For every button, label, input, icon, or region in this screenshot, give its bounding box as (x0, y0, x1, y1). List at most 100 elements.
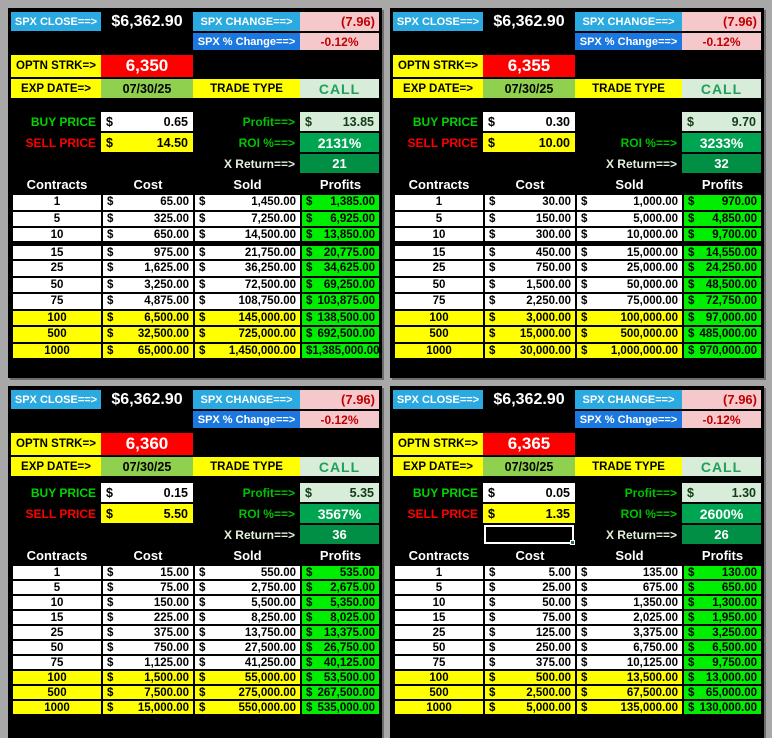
sell-price-input[interactable]: $10.00 (483, 133, 575, 152)
buy-price-input[interactable]: $0.65 (101, 112, 193, 131)
sold-cell[interactable]: $13,750.00 (193, 624, 302, 641)
profits-cell[interactable]: $8,025.00 (300, 609, 381, 626)
sold-cell[interactable]: $275,000.00 (193, 684, 302, 701)
trade-type-value[interactable]: CALL (300, 79, 379, 98)
sell-price-input[interactable]: $1.35 (483, 504, 575, 523)
exp-date-value[interactable]: 07/30/25 (101, 79, 193, 98)
sold-cell[interactable]: $550,000.00 (193, 699, 302, 716)
sold-cell[interactable]: $8,250.00 (193, 609, 302, 626)
sold-cell[interactable]: $1,000,000.00 (575, 341, 684, 360)
spx-close-value[interactable]: $6,362.90 (493, 390, 565, 408)
profits-cell[interactable]: $13,000.00 (682, 669, 763, 686)
sold-cell[interactable]: $145,000.00 (193, 308, 302, 327)
trade-type-value[interactable]: CALL (300, 457, 379, 476)
profit-value[interactable]: $13.85 (300, 112, 379, 131)
profits-cell[interactable]: $130.00 (682, 564, 763, 581)
sold-cell[interactable]: $15,000.00 (575, 242, 684, 261)
fill-handle[interactable] (570, 540, 575, 545)
cost-cell[interactable]: $650.00 (101, 226, 195, 246)
spx-close-value[interactable]: $6,362.90 (111, 390, 183, 408)
cost-cell[interactable]: $4,875.00 (101, 292, 195, 311)
contracts-cell[interactable]: 1000 (393, 699, 485, 716)
contracts-cell[interactable]: 15 (11, 609, 103, 626)
trade-type-value[interactable]: CALL (682, 457, 761, 476)
cost-cell[interactable]: $2,500.00 (483, 684, 577, 701)
profits-cell[interactable]: $26,750.00 (300, 639, 381, 656)
profits-cell[interactable]: $4,850.00 (682, 209, 763, 228)
spx-pct-change-value[interactable]: -0.12% (682, 33, 761, 50)
contracts-cell[interactable]: 25 (393, 624, 485, 641)
sold-cell[interactable]: $3,375.00 (575, 624, 684, 641)
profits-cell[interactable]: $2,675.00 (300, 579, 381, 596)
profits-cell[interactable]: $69,250.00 (300, 275, 381, 294)
contracts-cell[interactable]: 500 (393, 684, 485, 701)
profits-cell[interactable]: $5,350.00 (300, 594, 381, 611)
cost-cell[interactable]: $125.00 (483, 624, 577, 641)
profits-cell[interactable]: $6,925.00 (300, 209, 381, 228)
profits-cell[interactable]: $535,000.00 (300, 699, 381, 716)
sold-cell[interactable]: $550.00 (193, 564, 302, 581)
trade-type-value[interactable]: CALL (682, 79, 761, 98)
spx-change-value[interactable]: (7.96) (300, 12, 379, 31)
cost-cell[interactable]: $50.00 (483, 594, 577, 611)
sold-cell[interactable]: $21,750.00 (193, 242, 302, 261)
spx-pct-change-value[interactable]: -0.12% (300, 33, 379, 50)
sold-cell[interactable]: $108,750.00 (193, 292, 302, 311)
sold-cell[interactable]: $2,025.00 (575, 609, 684, 626)
sold-cell[interactable]: $500,000.00 (575, 325, 684, 344)
contracts-cell[interactable]: 50 (393, 639, 485, 656)
cost-cell[interactable]: $300.00 (483, 226, 577, 246)
cost-cell[interactable]: $3,000.00 (483, 308, 577, 327)
contracts-cell[interactable]: 500 (11, 684, 103, 701)
profits-cell[interactable]: $72,750.00 (682, 292, 763, 311)
cost-cell[interactable]: $375.00 (101, 624, 195, 641)
profits-cell[interactable]: $103,875.00 (300, 292, 381, 311)
sell-price-input[interactable]: $5.50 (101, 504, 193, 523)
cost-cell[interactable]: $32,500.00 (101, 325, 195, 344)
contracts-cell[interactable]: 1 (11, 564, 103, 581)
profits-cell[interactable]: $97,000.00 (682, 308, 763, 327)
cost-cell[interactable]: $150.00 (101, 594, 195, 611)
spx-close-value[interactable]: $6,362.90 (493, 12, 565, 30)
cost-cell[interactable]: $75.00 (101, 579, 195, 596)
x-return-value[interactable]: 21 (300, 154, 379, 173)
contracts-cell[interactable]: 1 (11, 193, 103, 212)
buy-price-input[interactable]: $0.30 (483, 112, 575, 131)
x-return-value[interactable]: 36 (300, 525, 379, 544)
buy-price-input[interactable]: $0.05 (483, 483, 575, 502)
profit-value[interactable]: $5.35 (300, 483, 379, 502)
profits-cell[interactable]: $9,700.00 (682, 226, 763, 246)
spx-change-value[interactable]: (7.96) (300, 390, 379, 409)
profits-cell[interactable]: $34,625.00 (300, 259, 381, 278)
contracts-cell[interactable]: 5 (11, 579, 103, 596)
profit-value[interactable]: $1.30 (682, 483, 761, 502)
sold-cell[interactable]: $10,000.00 (575, 226, 684, 246)
cost-cell[interactable]: $6,500.00 (101, 308, 195, 327)
profits-cell[interactable]: $130,000.00 (682, 699, 763, 716)
strike-value[interactable]: 6,360 (101, 433, 193, 455)
sold-cell[interactable]: $1,000.00 (575, 193, 684, 212)
exp-date-value[interactable]: 07/30/25 (101, 457, 193, 476)
contracts-cell[interactable]: 1 (393, 193, 485, 212)
x-return-value[interactable]: 32 (682, 154, 761, 173)
sold-cell[interactable]: $2,750.00 (193, 579, 302, 596)
profits-cell[interactable]: $970,000.00 (682, 341, 763, 360)
contracts-cell[interactable]: 75 (393, 654, 485, 671)
contracts-cell[interactable]: 10 (393, 226, 485, 246)
sold-cell[interactable]: $14,500.00 (193, 226, 302, 246)
cost-cell[interactable]: $15,000.00 (483, 325, 577, 344)
contracts-cell[interactable]: 25 (393, 259, 485, 278)
cost-cell[interactable]: $750.00 (483, 259, 577, 278)
spx-pct-change-value[interactable]: -0.12% (300, 411, 379, 428)
contracts-cell[interactable]: 100 (11, 308, 103, 327)
cost-cell[interactable]: $325.00 (101, 209, 195, 228)
sold-cell[interactable]: $6,750.00 (575, 639, 684, 656)
sell-price-input[interactable]: $14.50 (101, 133, 193, 152)
sold-cell[interactable]: $5,500.00 (193, 594, 302, 611)
cost-cell[interactable]: $5,000.00 (483, 699, 577, 716)
sold-cell[interactable]: $41,250.00 (193, 654, 302, 671)
strike-value[interactable]: 6,355 (483, 55, 575, 77)
spx-pct-change-value[interactable]: -0.12% (682, 411, 761, 428)
exp-date-value[interactable]: 07/30/25 (483, 79, 575, 98)
cost-cell[interactable]: $250.00 (483, 639, 577, 656)
